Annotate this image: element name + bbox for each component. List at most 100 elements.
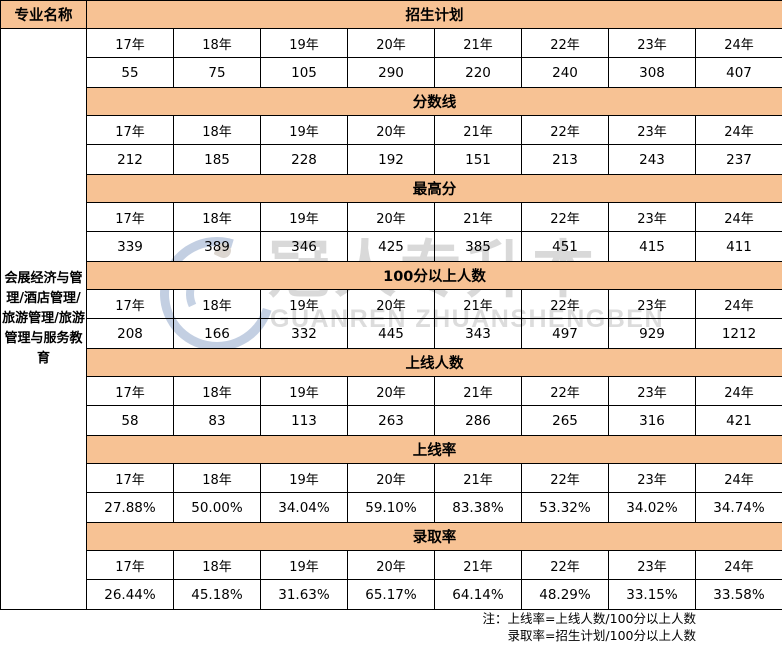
major-name-cell: 会展经济与管理/酒店管理/旅游管理/旅游管理与服务教育 — [1, 29, 87, 610]
year-header-cell: 20年 — [348, 116, 435, 145]
value-cell: 290 — [348, 58, 435, 88]
value-cell: 497 — [522, 319, 609, 349]
year-header-cell: 18年 — [174, 377, 261, 406]
section-title-3: 100分以上人数 — [87, 262, 782, 290]
value-cell: 27.88% — [87, 493, 174, 523]
note-line-2: 录取率=招生计划/100分以上人数 — [360, 627, 696, 644]
year-header-cell: 24年 — [696, 116, 782, 145]
year-header-cell: 19年 — [261, 29, 348, 58]
section-title-6: 录取率 — [87, 523, 782, 551]
year-header-cell: 17年 — [87, 29, 174, 58]
value-cell: 421 — [696, 406, 782, 436]
year-header-cell: 23年 — [609, 290, 696, 319]
value-cell: 192 — [348, 145, 435, 175]
year-header-cell: 17年 — [87, 203, 174, 232]
year-header-cell: 17年 — [87, 377, 174, 406]
value-cell: 385 — [435, 232, 522, 262]
value-cell: 45.18% — [174, 580, 261, 610]
value-cell: 208 — [87, 319, 174, 349]
value-cell: 26.44% — [87, 580, 174, 610]
year-header-cell: 17年 — [87, 290, 174, 319]
value-cell: 316 — [609, 406, 696, 436]
year-header-cell: 21年 — [435, 203, 522, 232]
year-header-cell: 23年 — [609, 203, 696, 232]
column-header-major: 专业名称 — [1, 1, 87, 29]
value-cell: 65.17% — [348, 580, 435, 610]
value-cell: 237 — [696, 145, 782, 175]
value-cell: 33.58% — [696, 580, 782, 610]
value-cell: 105 — [261, 58, 348, 88]
year-header-cell: 19年 — [261, 464, 348, 493]
value-cell: 53.32% — [522, 493, 609, 523]
value-cell: 34.74% — [696, 493, 782, 523]
value-cell: 411 — [696, 232, 782, 262]
value-cell: 31.63% — [261, 580, 348, 610]
value-cell: 228 — [261, 145, 348, 175]
year-header-cell: 22年 — [522, 290, 609, 319]
section-title-row: 100分以上人数 — [1, 262, 782, 290]
value-cell: 286 — [435, 406, 522, 436]
value-cell: 83 — [174, 406, 261, 436]
year-header-cell: 24年 — [696, 464, 782, 493]
value-cell: 265 — [522, 406, 609, 436]
year-header-cell: 23年 — [609, 377, 696, 406]
year-header-cell: 23年 — [609, 464, 696, 493]
value-cell: 451 — [522, 232, 609, 262]
value-cell: 64.14% — [435, 580, 522, 610]
value-row: 26.44%45.18%31.63%65.17%64.14%48.29%33.1… — [1, 580, 782, 610]
year-header-cell: 23年 — [609, 551, 696, 580]
year-header-cell: 17年 — [87, 464, 174, 493]
note-cell: 注：上线率=上线人数/100分以上人数 录取率=招生计划/100分以上人数 — [360, 610, 696, 651]
note-empty-cell — [696, 610, 782, 651]
section-title-row: 最高分 — [1, 175, 782, 203]
year-header-cell: 21年 — [435, 116, 522, 145]
value-cell: 34.04% — [261, 493, 348, 523]
year-header-cell: 18年 — [174, 29, 261, 58]
value-cell: 55 — [87, 58, 174, 88]
year-header-cell: 22年 — [522, 116, 609, 145]
value-cell: 240 — [522, 58, 609, 88]
year-header-cell: 20年 — [348, 29, 435, 58]
section-title-row: 分数线 — [1, 88, 782, 116]
footer-note-table: 注：上线率=上线人数/100分以上人数 录取率=招生计划/100分以上人数 — [0, 610, 782, 651]
value-cell: 75 — [174, 58, 261, 88]
value-cell: 332 — [261, 319, 348, 349]
value-cell: 34.02% — [609, 493, 696, 523]
value-cell: 166 — [174, 319, 261, 349]
year-header-cell: 18年 — [174, 290, 261, 319]
year-header-cell: 20年 — [348, 551, 435, 580]
value-cell: 445 — [348, 319, 435, 349]
value-cell: 212 — [87, 145, 174, 175]
value-cell: 339 — [87, 232, 174, 262]
value-cell: 415 — [609, 232, 696, 262]
year-header-cell: 18年 — [174, 551, 261, 580]
value-cell: 113 — [261, 406, 348, 436]
value-cell: 220 — [435, 58, 522, 88]
year-header-cell: 19年 — [261, 116, 348, 145]
note-spacer — [0, 610, 360, 651]
year-header-cell: 22年 — [522, 29, 609, 58]
value-cell: 263 — [348, 406, 435, 436]
value-cell: 1212 — [696, 319, 782, 349]
year-header-cell: 24年 — [696, 203, 782, 232]
section-title-5: 上线率 — [87, 436, 782, 464]
year-header-cell: 19年 — [261, 203, 348, 232]
section-title-2: 最高分 — [87, 175, 782, 203]
section-title-1: 分数线 — [87, 88, 782, 116]
year-header-cell: 22年 — [522, 464, 609, 493]
year-header-cell: 21年 — [435, 464, 522, 493]
section-title-row: 录取率 — [1, 523, 782, 551]
year-header-cell: 21年 — [435, 29, 522, 58]
year-header-cell: 19年 — [261, 551, 348, 580]
section-title-row: 上线人数 — [1, 349, 782, 377]
year-header-cell: 22年 — [522, 203, 609, 232]
year-header-cell: 20年 — [348, 464, 435, 493]
